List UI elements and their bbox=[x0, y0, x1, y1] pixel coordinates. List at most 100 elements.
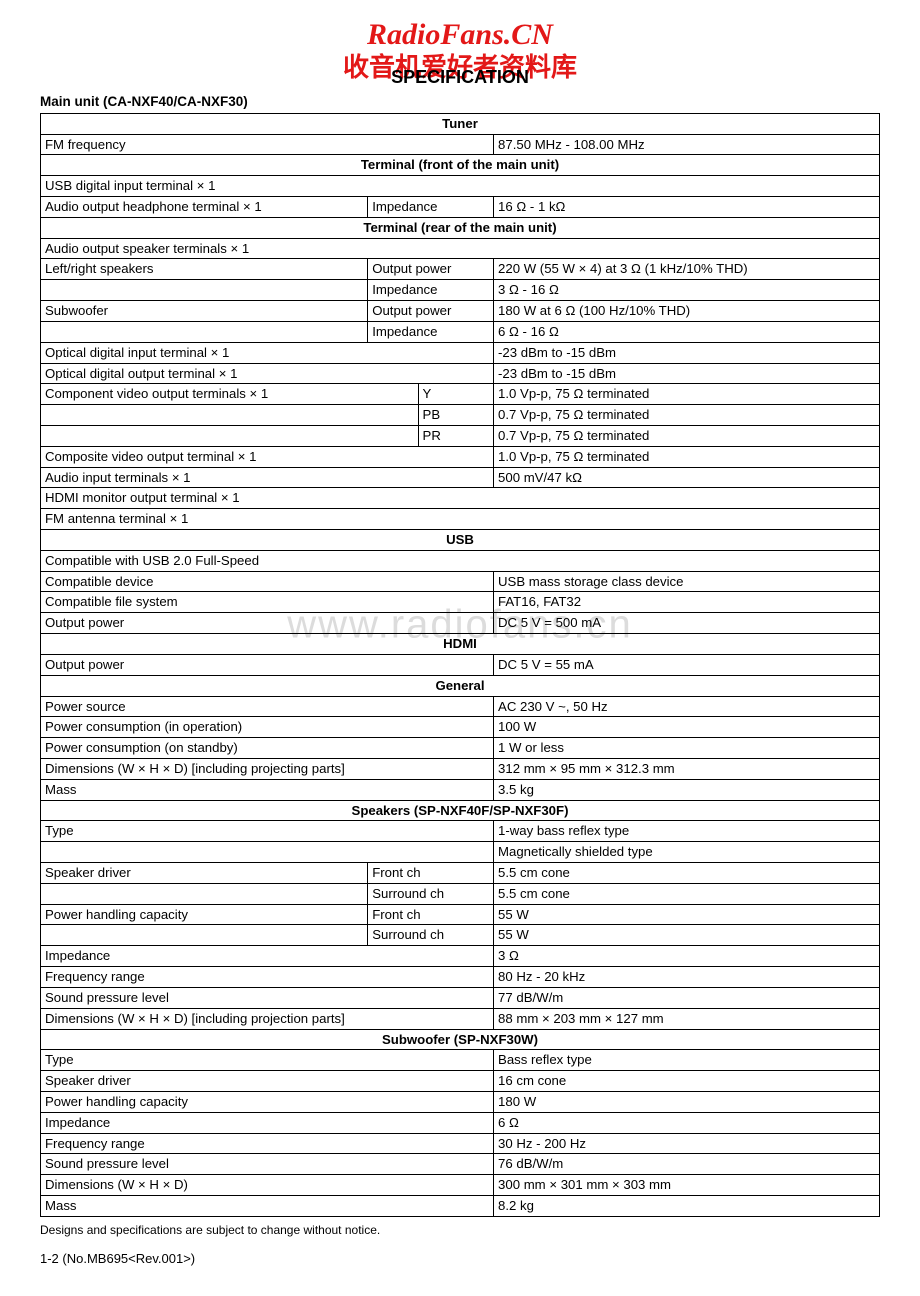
spec-cell: Magnetically shielded type bbox=[494, 842, 880, 863]
table-row: FM antenna terminal × 1 bbox=[41, 509, 880, 530]
spec-cell: 16 Ω - 1 kΩ bbox=[494, 197, 880, 218]
table-row: General bbox=[41, 675, 880, 696]
spec-cell: 5.5 cm cone bbox=[494, 863, 880, 884]
spec-cell: 5.5 cm cone bbox=[494, 883, 880, 904]
spec-cell: -23 dBm to -15 dBm bbox=[494, 342, 880, 363]
table-row: Component video output terminals × 1Y1.0… bbox=[41, 384, 880, 405]
spec-cell: Front ch bbox=[368, 863, 494, 884]
table-row: Frequency range30 Hz - 200 Hz bbox=[41, 1133, 880, 1154]
spec-cell: Component video output terminals × 1 bbox=[41, 384, 419, 405]
spec-cell: -23 dBm to -15 dBm bbox=[494, 363, 880, 384]
table-row: Audio output headphone terminal × 1Imped… bbox=[41, 197, 880, 218]
spec-cell: 55 W bbox=[494, 925, 880, 946]
table-row: Power sourceAC 230 V ~, 50 Hz bbox=[41, 696, 880, 717]
table-row: Speaker driverFront ch5.5 cm cone bbox=[41, 863, 880, 884]
table-row: Dimensions (W × H × D) [including projec… bbox=[41, 758, 880, 779]
spec-cell bbox=[41, 425, 419, 446]
table-row: Impedance3 Ω bbox=[41, 946, 880, 967]
spec-cell: Impedance bbox=[368, 321, 494, 342]
spec-cell: 0.7 Vp-p, 75 Ω terminated bbox=[494, 405, 880, 426]
spec-cell bbox=[41, 280, 368, 301]
table-row: Power handling capacityFront ch55 W bbox=[41, 904, 880, 925]
table-row: Sound pressure level77 dB/W/m bbox=[41, 987, 880, 1008]
table-row: Frequency range80 Hz - 20 kHz bbox=[41, 967, 880, 988]
spec-cell: Mass bbox=[41, 779, 494, 800]
spec-cell: Power handling capacity bbox=[41, 1091, 494, 1112]
spec-cell: Speaker driver bbox=[41, 863, 368, 884]
table-row: Surround ch5.5 cm cone bbox=[41, 883, 880, 904]
table-row: FM frequency87.50 MHz - 108.00 MHz bbox=[41, 134, 880, 155]
spec-cell: Type bbox=[41, 821, 494, 842]
spec-cell: Power consumption (in operation) bbox=[41, 717, 494, 738]
spec-cell: 3.5 kg bbox=[494, 779, 880, 800]
spec-cell: Frequency range bbox=[41, 967, 494, 988]
spec-cell: Bass reflex type bbox=[494, 1050, 880, 1071]
page-footer: 1-2 (No.MB695<Rev.001>) bbox=[40, 1251, 880, 1266]
table-row: Speakers (SP-NXF40F/SP-NXF30F) bbox=[41, 800, 880, 821]
spec-cell: Sound pressure level bbox=[41, 1154, 494, 1175]
spec-cell: Output power bbox=[41, 613, 494, 634]
table-row: Compatible file systemFAT16, FAT32 bbox=[41, 592, 880, 613]
spec-cell: Power handling capacity bbox=[41, 904, 368, 925]
section-header: General bbox=[41, 675, 880, 696]
spec-cell: Impedance bbox=[368, 197, 494, 218]
spec-cell: 16 cm cone bbox=[494, 1071, 880, 1092]
table-row: Power handling capacity180 W bbox=[41, 1091, 880, 1112]
spec-cell: Impedance bbox=[41, 946, 494, 967]
section-header: Terminal (rear of the main unit) bbox=[41, 217, 880, 238]
section-header: Tuner bbox=[41, 113, 880, 134]
spec-cell: Compatible file system bbox=[41, 592, 494, 613]
spec-cell bbox=[41, 405, 419, 426]
spec-cell: Compatible with USB 2.0 Full-Speed bbox=[41, 550, 880, 571]
footnote: Designs and specifications are subject t… bbox=[40, 1223, 880, 1237]
section-header: HDMI bbox=[41, 634, 880, 655]
spec-cell: 76 dB/W/m bbox=[494, 1154, 880, 1175]
spec-cell: Optical digital output terminal × 1 bbox=[41, 363, 494, 384]
spec-cell bbox=[41, 321, 368, 342]
spec-cell: DC 5 V = 55 mA bbox=[494, 654, 880, 675]
table-row: Composite video output terminal × 11.0 V… bbox=[41, 446, 880, 467]
spec-cell: 180 W at 6 Ω (100 Hz/10% THD) bbox=[494, 301, 880, 322]
spec-cell: 1 W or less bbox=[494, 738, 880, 759]
table-row: HDMI bbox=[41, 634, 880, 655]
table-row: Subwoofer (SP-NXF30W) bbox=[41, 1029, 880, 1050]
table-row: Tuner bbox=[41, 113, 880, 134]
spec-cell: 500 mV/47 kΩ bbox=[494, 467, 880, 488]
table-row: Audio output speaker terminals × 1 bbox=[41, 238, 880, 259]
section-header: Speakers (SP-NXF40F/SP-NXF30F) bbox=[41, 800, 880, 821]
spec-cell: Dimensions (W × H × D) [including projec… bbox=[41, 1008, 494, 1029]
spec-cell: 3 Ω bbox=[494, 946, 880, 967]
spec-cell: Y bbox=[418, 384, 494, 405]
table-row: Magnetically shielded type bbox=[41, 842, 880, 863]
table-row: USB bbox=[41, 530, 880, 551]
table-row: Audio input terminals × 1500 mV/47 kΩ bbox=[41, 467, 880, 488]
spec-cell: 220 W (55 W × 4) at 3 Ω (1 kHz/10% THD) bbox=[494, 259, 880, 280]
spec-cell: 8.2 kg bbox=[494, 1196, 880, 1217]
table-row: Impedance3 Ω - 16 Ω bbox=[41, 280, 880, 301]
spec-cell: 180 W bbox=[494, 1091, 880, 1112]
spec-cell: Frequency range bbox=[41, 1133, 494, 1154]
spec-cell: HDMI monitor output terminal × 1 bbox=[41, 488, 880, 509]
spec-cell: 6 Ω - 16 Ω bbox=[494, 321, 880, 342]
table-row: Terminal (front of the main unit) bbox=[41, 155, 880, 176]
spec-cell: 88 mm × 203 mm × 127 mm bbox=[494, 1008, 880, 1029]
spec-cell: FAT16, FAT32 bbox=[494, 592, 880, 613]
spec-cell: Type bbox=[41, 1050, 494, 1071]
spec-cell: AC 230 V ~, 50 Hz bbox=[494, 696, 880, 717]
spec-cell: 55 W bbox=[494, 904, 880, 925]
spec-cell: Optical digital input terminal × 1 bbox=[41, 342, 494, 363]
spec-cell: 300 mm × 301 mm × 303 mm bbox=[494, 1175, 880, 1196]
table-row: Optical digital input terminal × 1-23 dB… bbox=[41, 342, 880, 363]
spec-cell: Left/right speakers bbox=[41, 259, 368, 280]
spec-cell: 100 W bbox=[494, 717, 880, 738]
table-row: PR0.7 Vp-p, 75 Ω terminated bbox=[41, 425, 880, 446]
table-row: Mass8.2 kg bbox=[41, 1196, 880, 1217]
spec-cell: Power consumption (on standby) bbox=[41, 738, 494, 759]
spec-cell: FM frequency bbox=[41, 134, 494, 155]
spec-cell: Audio output speaker terminals × 1 bbox=[41, 238, 880, 259]
spec-cell: 80 Hz - 20 kHz bbox=[494, 967, 880, 988]
spec-cell: Output power bbox=[41, 654, 494, 675]
spec-cell: PR bbox=[418, 425, 494, 446]
table-row: Power consumption (in operation)100 W bbox=[41, 717, 880, 738]
spec-cell: Compatible device bbox=[41, 571, 494, 592]
